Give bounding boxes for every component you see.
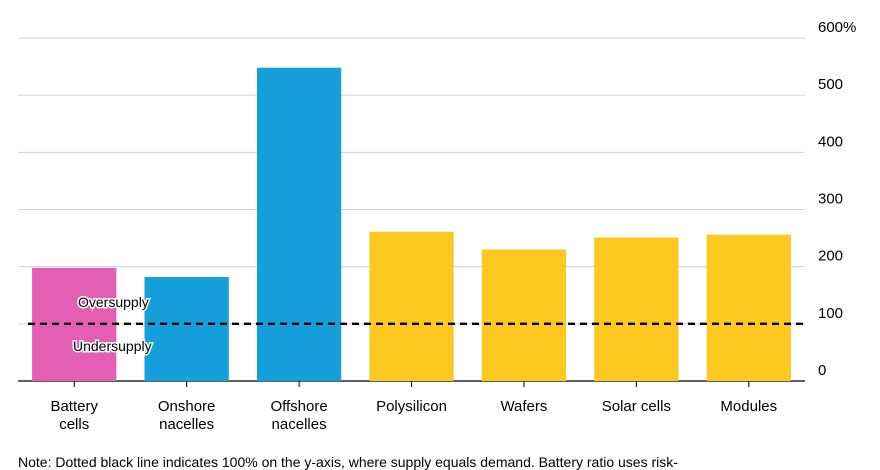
x-tick-label: nacelles — [159, 416, 214, 433]
x-axis-labels: BatterycellsOnshorenacellesOffshorenacel… — [50, 381, 777, 433]
bar — [256, 67, 342, 381]
x-tick-label: Polysilicon — [376, 398, 447, 415]
bar — [706, 234, 791, 381]
y-tick-label: 0 — [818, 362, 826, 379]
bar — [369, 231, 454, 381]
x-tick-label: Solar cells — [602, 398, 671, 415]
undersupply-label: Undersupply — [73, 338, 152, 354]
bars — [32, 67, 791, 381]
bar — [144, 276, 229, 381]
x-tick-label: cells — [59, 416, 89, 433]
x-tick-label: Onshore — [158, 398, 216, 415]
bar — [594, 237, 679, 381]
y-tick-label: 100 — [818, 305, 843, 322]
x-tick-label: nacelles — [272, 416, 327, 433]
y-tick-label: 600% — [818, 19, 856, 36]
y-tick-label: 200 — [818, 248, 843, 265]
x-tick-label: Offshore — [270, 398, 327, 415]
oversupply-label: Oversupply — [78, 294, 149, 310]
x-tick-label: Battery — [50, 398, 98, 415]
y-tick-label: 300 — [818, 191, 843, 208]
x-tick-label: Wafers — [500, 398, 547, 415]
x-tick-label: Modules — [720, 398, 777, 415]
chart-note: Note: Dotted black line indicates 100% o… — [18, 454, 678, 470]
y-axis-ticks: 0 100 200 300 400 500 600% — [818, 19, 856, 379]
bar — [481, 249, 567, 381]
y-tick-label: 500 — [818, 76, 843, 93]
y-tick-label: 400 — [818, 133, 843, 150]
